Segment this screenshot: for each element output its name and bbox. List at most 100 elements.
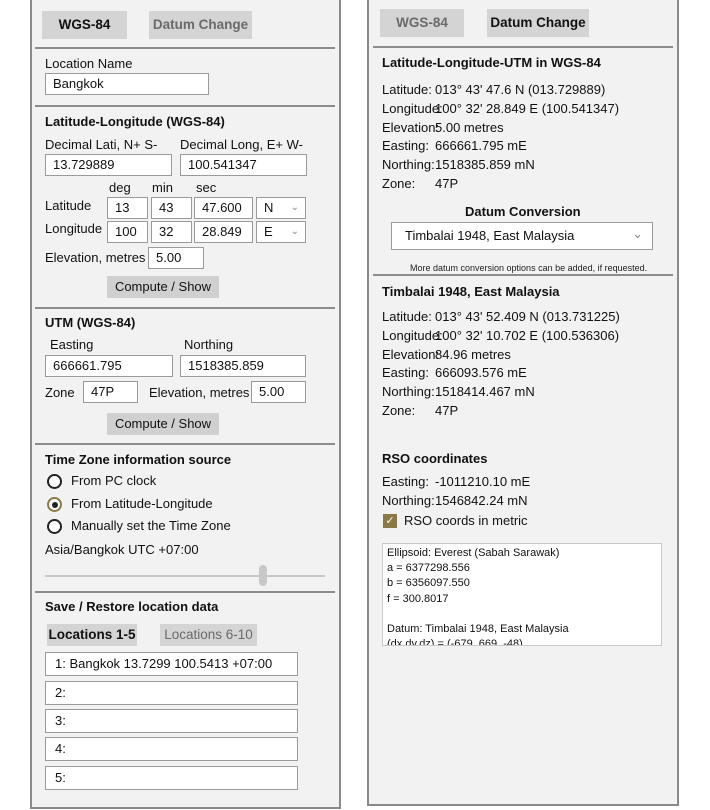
rso-metric-checkbox[interactable]: ✓ xyxy=(383,514,397,528)
utm-elevation-input[interactable]: 5.00 xyxy=(251,381,306,403)
lon-hemisphere-value: E xyxy=(264,224,273,239)
lon-hemisphere-select[interactable]: E ⌄ xyxy=(256,221,306,243)
deg-label: deg xyxy=(109,180,131,195)
decimal-lat-label: Decimal Lati, N+ S- xyxy=(45,137,158,152)
save-restore-title: Save / Restore location data xyxy=(45,599,219,614)
field-value: 84.96 metres xyxy=(435,346,511,362)
lon-sec-input[interactable]: 28.849 xyxy=(194,221,253,243)
datum-change-panel xyxy=(367,0,679,806)
tab-locations-6-10[interactable]: Locations 6-10 xyxy=(160,624,257,646)
field-label: Elevation: xyxy=(382,346,440,362)
tab-wgs84[interactable]: WGS-84 xyxy=(42,11,127,39)
location-slot-3[interactable]: 3: xyxy=(45,709,298,733)
info-line xyxy=(387,607,661,622)
sec-label: sec xyxy=(196,180,217,195)
field-value: 666661.795 mE xyxy=(435,138,527,154)
decimal-long-input[interactable]: 100.541347 xyxy=(180,154,307,176)
location-slot-5[interactable]: 5: xyxy=(45,766,298,790)
field-value: 47P xyxy=(435,403,459,418)
info-line: (dx,dy,dz) = (-679, 669, -48) xyxy=(387,638,523,646)
lon-deg-input[interactable]: 100 xyxy=(107,221,148,243)
tab-datum-change[interactable]: Datum Change xyxy=(487,9,589,37)
field-value: 1518414.467 mN xyxy=(435,384,535,400)
field-label: Elevation: xyxy=(382,119,440,135)
chevron-down-icon: ⌄ xyxy=(290,226,299,237)
northing-input[interactable]: 1518385.859 xyxy=(180,355,306,377)
field-label: Easting: xyxy=(382,474,429,489)
rso-title: RSO coordinates xyxy=(382,451,488,466)
info-line: f = 300.8017 xyxy=(387,592,449,605)
rso-metric-label[interactable]: RSO coords in metric xyxy=(404,513,528,528)
location-name-label: Location Name xyxy=(45,56,133,71)
lat-hemisphere-select[interactable]: N ⌄ xyxy=(256,197,306,219)
decimal-long-label: Decimal Long, E+ W- xyxy=(180,137,303,152)
target-datum-title: Timbalai 1948, East Malaysia xyxy=(382,284,560,299)
wgs-summary-title: Latitude-Longitude-UTM in WGS-84 xyxy=(382,55,601,70)
chevron-down-icon: ⌄ xyxy=(632,226,643,241)
field-value: 013° 43' 47.6 N (013.729889) xyxy=(435,82,606,97)
divider xyxy=(35,307,335,309)
field-value: 013° 43' 52.409 N (013.731225) xyxy=(435,309,620,324)
compute-utm-button[interactable]: Compute / Show xyxy=(107,413,219,435)
field-value: -1011210.10 mE xyxy=(435,474,531,489)
checkmark-icon: ✓ xyxy=(385,515,395,527)
lon-min-input[interactable]: 32 xyxy=(151,221,192,243)
divider xyxy=(35,443,335,445)
radio-pc-clock-label[interactable]: From PC clock xyxy=(71,473,157,488)
tab-wgs84[interactable]: WGS-84 xyxy=(380,9,464,37)
location-slot-1[interactable]: 1: Bangkok 13.7299 100.5413 +07:00 xyxy=(45,652,298,676)
easting-label: Easting xyxy=(50,337,94,352)
field-label: Northing: xyxy=(382,493,435,508)
field-label: Northing: xyxy=(382,384,435,400)
field-value: 100° 32' 28.849 E (100.541347) xyxy=(435,100,620,116)
zone-input[interactable]: 47P xyxy=(83,381,138,403)
field-label: Latitude: xyxy=(382,82,432,97)
location-name-input[interactable]: Bangkok xyxy=(45,73,209,95)
location-slot-2[interactable]: 2: xyxy=(45,681,298,705)
radio-pc-clock[interactable] xyxy=(47,474,62,489)
elevation-label: Elevation, metres xyxy=(45,250,146,265)
elevation-input[interactable]: 5.00 xyxy=(148,247,204,269)
compute-latlong-button[interactable]: Compute / Show xyxy=(107,276,219,298)
divider xyxy=(373,274,673,276)
location-slot-4[interactable]: 4: xyxy=(45,737,298,761)
datum-select-value: Timbalai 1948, East Malaysia xyxy=(405,228,575,243)
info-line: Datum: Timbalai 1948, East Malaysia xyxy=(387,622,569,635)
latitude-label: Latitude xyxy=(45,198,92,213)
timezone-title: Time Zone information source xyxy=(45,452,232,467)
radio-manual-label[interactable]: Manually set the Time Zone xyxy=(71,518,231,533)
field-value: 47P xyxy=(435,176,459,191)
datum-note: More datum conversion options can be add… xyxy=(410,263,648,273)
timezone-slider-thumb[interactable] xyxy=(259,565,268,586)
field-value: 666093.576 mE xyxy=(435,365,527,381)
lat-deg-input[interactable]: 13 xyxy=(107,197,148,219)
datum-info-textbox[interactable]: Ellipsoid: Everest (Sabah Sarawak) a = 63… xyxy=(382,543,662,646)
datum-select[interactable]: Timbalai 1948, East Malaysia ⌄ xyxy=(391,222,653,250)
field-label: Longitude: xyxy=(382,100,443,116)
min-label: min xyxy=(152,180,173,195)
datum-conversion-title: Datum Conversion xyxy=(465,204,581,219)
lat-min-input[interactable]: 43 xyxy=(151,197,192,219)
timezone-slider-track[interactable] xyxy=(45,575,325,577)
divider xyxy=(373,46,673,48)
tab-datum-change[interactable]: Datum Change xyxy=(149,11,252,39)
lat-sec-input[interactable]: 47.600 xyxy=(194,197,253,219)
radio-manual[interactable] xyxy=(47,519,62,534)
zone-label: Zone xyxy=(45,385,75,400)
utm-elevation-label: Elevation, metres xyxy=(149,385,250,400)
radio-lat-long-label[interactable]: From Latitude-Longitude xyxy=(71,496,213,511)
field-value: 1518385.859 mN xyxy=(435,157,535,173)
northing-label: Northing xyxy=(184,337,234,352)
divider xyxy=(35,47,335,49)
field-label: Easting: xyxy=(382,138,429,154)
field-label: Northing: xyxy=(382,157,435,173)
field-value: 100° 32' 10.702 E (100.536306) xyxy=(435,327,620,343)
field-label: Easting: xyxy=(382,365,429,381)
tab-locations-1-5[interactable]: Locations 1-5 xyxy=(47,624,137,646)
radio-lat-long[interactable] xyxy=(47,497,62,512)
divider xyxy=(35,105,335,107)
info-line: b = 6356097.550 xyxy=(387,577,470,590)
easting-input[interactable]: 666661.795 xyxy=(45,355,173,377)
decimal-lat-input[interactable]: 13.729889 xyxy=(45,154,172,176)
field-label: Zone: xyxy=(382,176,416,191)
